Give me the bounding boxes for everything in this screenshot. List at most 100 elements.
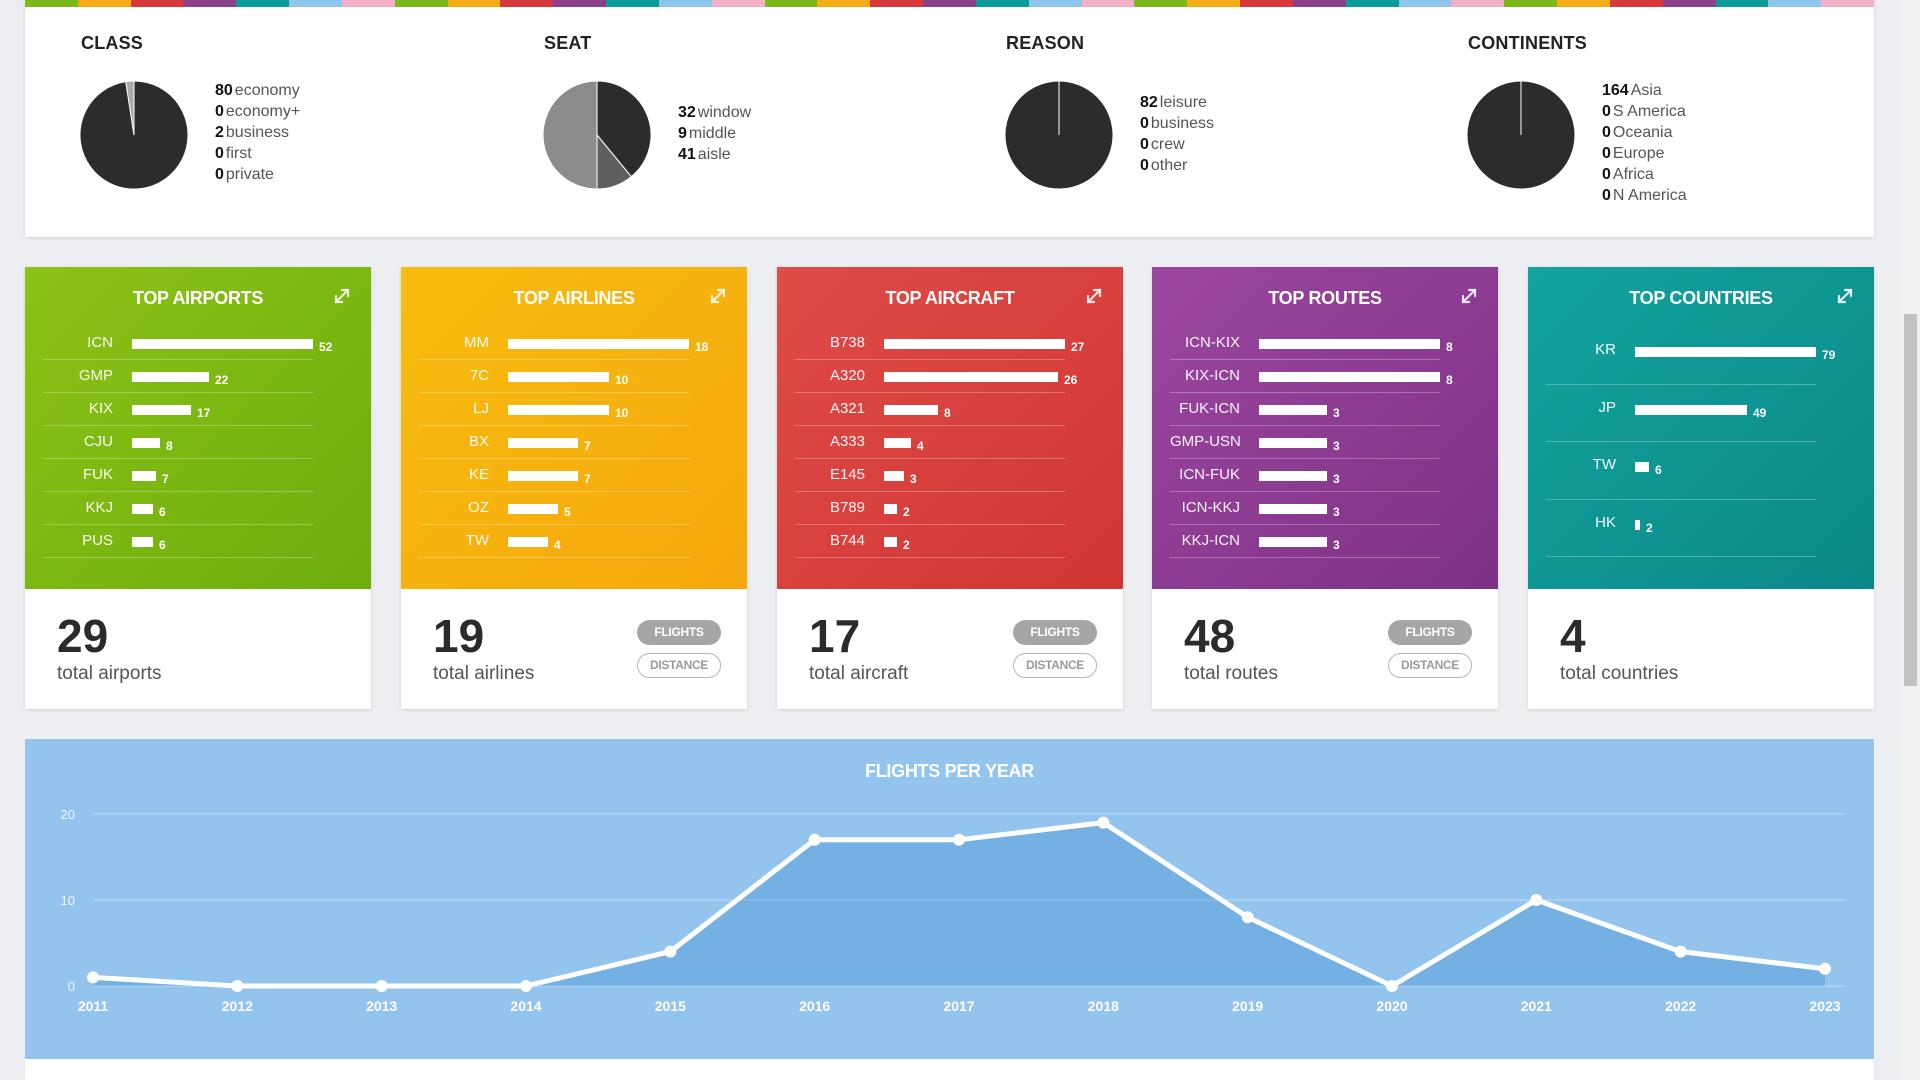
flights-per-year-chart: FLIGHTS PER YEAR 0 10 20 2011 2012 2013 2014 20… (25, 739, 1874, 1059)
list-item[interactable]: B738 27 (795, 327, 1084, 360)
list-item[interactable]: TW 4 (419, 525, 689, 558)
seat-pie (542, 80, 652, 190)
list-item[interactable]: FUK 7 (43, 459, 313, 492)
list-item[interactable]: JP 49 (1546, 385, 1816, 442)
top-airlines-card: TOP AIRLINES MM 18 7C 10 LJ 10 BX 7 KE 7 OZ 5 TW 4 19 to… (401, 267, 747, 709)
top-routes-card: TOP ROUTES ICN-KIX 8 KIX-ICN 8 FUK-ICN 3 GMP-US… (1152, 267, 1498, 709)
class-legend-value: 2 (215, 124, 224, 141)
list-item[interactable]: LJ 10 (419, 393, 689, 426)
list-item[interactable]: GMP 22 (43, 360, 313, 393)
list-item-bar (1259, 339, 1440, 349)
data-point[interactable] (808, 833, 821, 846)
list-item-value: 26 (1064, 373, 1078, 387)
seat-legend-value: 9 (678, 125, 687, 142)
stripe-segment (711, 0, 765, 7)
list-item[interactable]: E145 3 (795, 459, 1065, 492)
list-item[interactable]: KKJ-ICN 3 (1170, 525, 1440, 558)
data-point[interactable] (1674, 945, 1687, 958)
expand-icon[interactable] (1460, 287, 1478, 305)
top-airlines-footer: 19 total airlines FLIGHTS DISTANCE (401, 589, 747, 709)
seat-title: SEAT (544, 33, 592, 53)
list-item[interactable]: ICN-KKJ 3 (1170, 492, 1440, 525)
stripe-segment (500, 0, 554, 7)
list-item[interactable]: KKJ 6 (43, 492, 313, 525)
list-item[interactable]: KIX-ICN 8 (1170, 360, 1453, 393)
data-point[interactable] (1530, 894, 1543, 906)
class-legend-label: economy+ (225, 103, 301, 120)
class-pie (79, 80, 189, 190)
top-airlines-total: 19 (433, 610, 485, 662)
list-item[interactable]: A321 8 (795, 393, 1065, 426)
list-item-bar (1635, 347, 1816, 357)
list-item[interactable]: KE 7 (419, 459, 689, 492)
data-point[interactable] (1097, 816, 1110, 829)
list-item[interactable]: B789 2 (795, 492, 1065, 525)
list-item-value: 3 (1333, 472, 1340, 486)
expand-icon[interactable] (1836, 287, 1854, 305)
expand-icon[interactable] (1085, 287, 1103, 305)
list-item[interactable]: KIX 17 (43, 393, 313, 426)
list-item[interactable]: 7C 10 (419, 360, 689, 393)
list-item-label: PUS (82, 532, 113, 549)
top-routes-title: TOP ROUTES (1268, 288, 1382, 308)
expand-icon[interactable] (333, 287, 351, 305)
list-item-label: ICN (87, 334, 113, 351)
list-item[interactable]: OZ 5 (419, 492, 689, 525)
list-item[interactable]: KR 79 (1546, 327, 1835, 385)
data-point[interactable] (231, 980, 244, 992)
list-item[interactable]: ICN 52 (43, 327, 332, 360)
continents-legend-item: 0 Oceania (1602, 122, 1687, 143)
stripe-segment (1662, 0, 1716, 7)
scrollbar-thumb[interactable] (1904, 314, 1917, 686)
list-item[interactable]: BX 7 (419, 426, 689, 459)
list-item[interactable]: ICN-KIX 8 (1170, 327, 1453, 360)
top-aircraft-total-label: total aircraft (809, 663, 909, 684)
distance-toggle-button[interactable]: DISTANCE (637, 653, 721, 678)
top-countries-header: TOP COUNTRIES KR 79 JP 49 TW 6 HK 2 (1528, 267, 1874, 589)
seat-legend-item: 32 window (678, 102, 751, 123)
continents-legend-label: S America (1612, 103, 1686, 120)
data-point[interactable] (520, 980, 532, 992)
list-item-value: 3 (1333, 406, 1340, 420)
expand-icon[interactable] (709, 287, 727, 305)
list-item-label: BX (468, 433, 489, 450)
list-item-value: 8 (1446, 373, 1453, 387)
list-item[interactable]: ICN-FUK 3 (1170, 459, 1440, 492)
top-aircraft-card: TOP AIRCRAFT B738 27 A320 26 A321 8 A333 4 E145 3 B… (777, 267, 1123, 709)
x-tick-label: 2021 (1521, 998, 1552, 1014)
data-point[interactable] (664, 945, 677, 958)
list-item[interactable]: A320 26 (795, 360, 1077, 393)
list-item[interactable]: PUS 6 (43, 525, 313, 558)
distance-toggle-button[interactable]: DISTANCE (1013, 653, 1097, 678)
flights-toggle-button[interactable]: FLIGHTS (1013, 620, 1097, 645)
list-item-label: KIX (88, 400, 113, 417)
list-item[interactable]: GMP-USN 3 (1170, 426, 1440, 459)
list-item[interactable]: HK 2 (1546, 500, 1816, 557)
distance-toggle-button[interactable]: DISTANCE (1388, 653, 1472, 678)
data-point[interactable] (1386, 980, 1398, 992)
chart-title: FLIGHTS PER YEAR (865, 761, 1034, 781)
list-item[interactable]: TW 6 (1546, 442, 1816, 500)
list-item-label: B744 (829, 532, 865, 549)
data-point[interactable] (375, 980, 388, 992)
top-countries-card: TOP COUNTRIES KR 79 JP 49 TW 6 HK 2 4 total countr… (1528, 267, 1874, 709)
list-item-bar (1635, 519, 1640, 530)
list-item-label: GMP-USN (1170, 433, 1241, 450)
list-item-bar (508, 372, 609, 382)
list-item[interactable]: CJU 8 (43, 426, 313, 459)
flights-toggle-button[interactable]: FLIGHTS (637, 620, 721, 645)
data-point[interactable] (953, 833, 965, 846)
data-point[interactable] (1819, 962, 1831, 975)
list-item[interactable]: MM 18 (419, 327, 708, 360)
list-item-label: HK (1595, 513, 1616, 531)
list-item-label: KKJ-ICN (1181, 532, 1240, 549)
list-item[interactable]: A333 4 (795, 426, 1065, 459)
top-routes-header: TOP ROUTES ICN-KIX 8 KIX-ICN 8 FUK-ICN 3 GMP-US… (1152, 267, 1498, 589)
data-point[interactable] (1241, 911, 1254, 924)
list-item[interactable]: B744 2 (795, 525, 1065, 558)
top-airports-card: TOP AIRPORTS ICN 52 GMP 22 KIX 17 CJU 8 FUK 7 KKJ 6 P… (25, 267, 371, 709)
data-point[interactable] (87, 971, 99, 984)
list-item[interactable]: FUK-ICN 3 (1170, 393, 1440, 426)
flights-toggle-button[interactable]: FLIGHTS (1388, 620, 1472, 645)
reason-legend-label: crew (1150, 136, 1185, 153)
